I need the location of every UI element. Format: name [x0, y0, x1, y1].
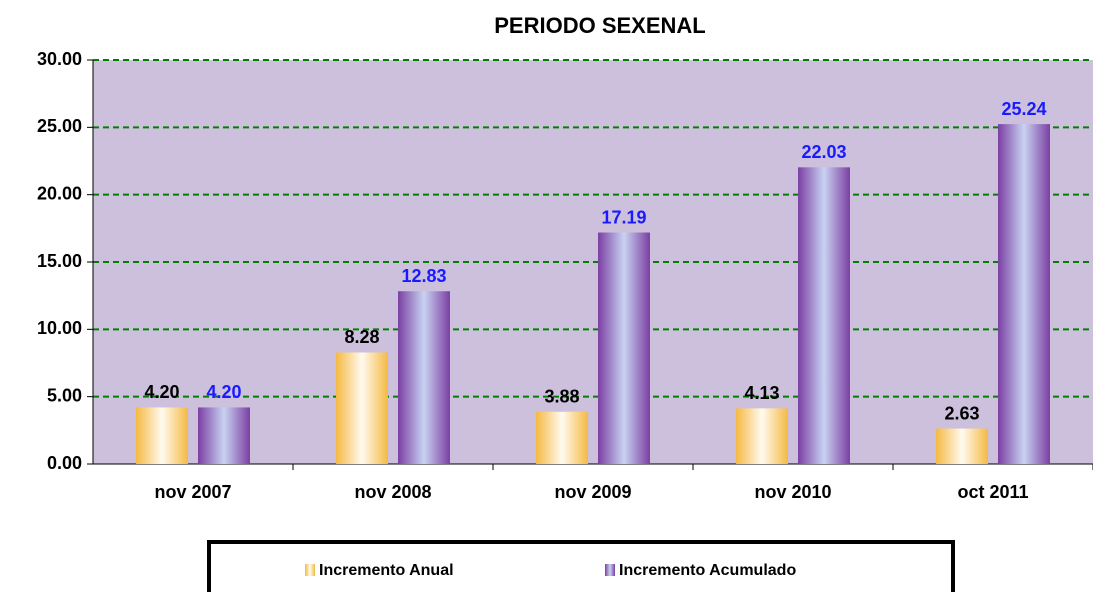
- legend-swatch: [605, 564, 615, 576]
- x-tick-label: oct 2011: [957, 482, 1028, 502]
- value-label: 2.63: [944, 403, 979, 423]
- x-tick-label: nov 2010: [754, 482, 831, 502]
- bar: [936, 428, 988, 464]
- chart-title: PERIODO SEXENAL: [494, 13, 705, 38]
- value-label: 17.19: [601, 207, 646, 227]
- x-tick-label: nov 2007: [154, 482, 231, 502]
- x-tick-label: nov 2009: [554, 482, 631, 502]
- value-label: 12.83: [401, 266, 446, 286]
- y-tick-label: 25.00: [37, 116, 82, 136]
- y-tick-label: 5.00: [47, 385, 82, 405]
- y-tick-label: 15.00: [37, 251, 82, 271]
- bar: [598, 232, 650, 464]
- legend-text: Incremento Anual: [319, 562, 454, 579]
- value-label: 4.20: [144, 382, 179, 402]
- legend-swatch: [305, 564, 315, 576]
- legend-box: [207, 540, 955, 592]
- bar: [998, 124, 1050, 465]
- value-label: 8.28: [344, 327, 379, 347]
- value-label: 25.24: [1001, 99, 1046, 119]
- y-tick-label: 0.00: [47, 453, 82, 473]
- bar: [136, 407, 188, 464]
- x-tick-label: nov 2008: [354, 482, 431, 502]
- bar: [736, 408, 788, 464]
- bar: [536, 411, 588, 464]
- legend-text: Incremento Acumulado: [619, 562, 796, 579]
- value-label: 4.13: [744, 383, 779, 403]
- y-tick-label: 30.00: [37, 49, 82, 69]
- bar: [336, 352, 388, 464]
- bar: [198, 407, 250, 464]
- value-label: 4.20: [206, 382, 241, 402]
- y-tick-label: 10.00: [37, 318, 82, 338]
- bar: [798, 167, 850, 464]
- value-label: 3.88: [544, 386, 579, 406]
- y-tick-label: 20.00: [37, 183, 82, 203]
- bar: [398, 291, 450, 464]
- value-label: 22.03: [801, 142, 846, 162]
